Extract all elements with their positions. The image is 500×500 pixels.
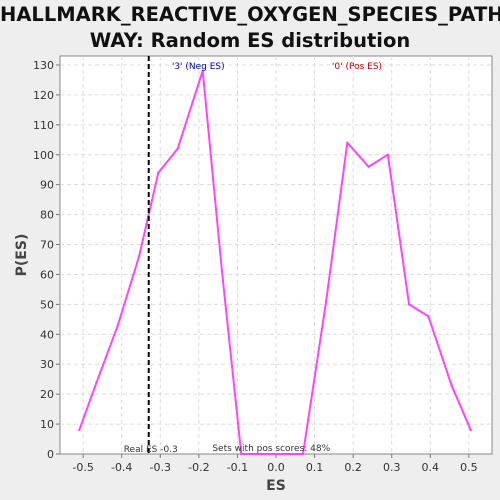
y-tick-label: 20 bbox=[40, 388, 54, 401]
data-point bbox=[116, 324, 120, 327]
data-point bbox=[407, 303, 411, 306]
x-axis-label: ES bbox=[266, 478, 286, 494]
data-point bbox=[137, 255, 141, 258]
y-tick-label: 50 bbox=[40, 298, 54, 311]
x-tick-label: 0.4 bbox=[422, 461, 440, 474]
x-tick-label: -0.1 bbox=[227, 461, 248, 474]
y-tick-label: 30 bbox=[40, 358, 54, 371]
data-point bbox=[386, 153, 390, 156]
y-tick-label: 0 bbox=[47, 448, 54, 461]
x-tick-label: 0.5 bbox=[460, 461, 478, 474]
y-tick-label: 130 bbox=[33, 59, 54, 72]
x-tick-label: -0.2 bbox=[188, 461, 209, 474]
data-point bbox=[157, 171, 160, 174]
x-tick-label: 0.2 bbox=[344, 461, 362, 474]
data-point bbox=[450, 383, 453, 387]
chart-title: HALLMARK_REACTIVE_OXYGEN_SPECIES_PATH WA… bbox=[0, 2, 500, 54]
data-point bbox=[176, 147, 179, 150]
y-tick-label: 40 bbox=[40, 328, 54, 341]
y-tick-label: 100 bbox=[33, 149, 54, 162]
x-tick-label: 0.1 bbox=[306, 461, 324, 474]
chart-title-line-1: HALLMARK_REACTIVE_OXYGEN_SPECIES_PATH bbox=[0, 3, 500, 26]
data-point bbox=[346, 141, 349, 144]
y-tick-label: 70 bbox=[40, 239, 54, 252]
x-tick-label: 0.0 bbox=[267, 461, 285, 474]
y-tick-label: 110 bbox=[33, 119, 54, 132]
pos-scores-label: Sets with pos scores: 48% bbox=[212, 444, 330, 454]
data-point bbox=[240, 452, 243, 456]
pos-es-label: '0' (Pos ES) bbox=[332, 62, 382, 72]
data-point bbox=[95, 380, 98, 384]
data-point bbox=[301, 452, 305, 456]
x-tick-label: -0.3 bbox=[150, 461, 171, 474]
data-point bbox=[278, 452, 282, 456]
x-tick-label: -0.5 bbox=[72, 461, 93, 474]
y-tick-label: 60 bbox=[40, 268, 54, 281]
y-axis-label: P(ES) bbox=[14, 234, 30, 277]
axes: 0 10 20 30 40 50 60 70 80 90 100 110 120 130 -0.5 -0.4 -… bbox=[33, 59, 478, 474]
real-es-label: Real ES -0.3 bbox=[124, 445, 178, 455]
series-layer bbox=[78, 69, 472, 456]
data-point bbox=[469, 428, 472, 432]
data-point bbox=[78, 428, 81, 432]
data-point bbox=[367, 165, 370, 168]
grid bbox=[60, 56, 492, 454]
data-point bbox=[220, 270, 224, 273]
x-tick-label: 0.3 bbox=[383, 461, 401, 474]
data-point bbox=[427, 315, 430, 318]
y-tick-label: 120 bbox=[33, 89, 54, 102]
neg-es-label: '3' (Neg ES) bbox=[172, 62, 225, 72]
y-tick-label: 90 bbox=[40, 179, 54, 192]
data-point bbox=[324, 300, 328, 303]
chart-title-line-2: WAY: Random ES distribution bbox=[89, 29, 411, 52]
distribution-line bbox=[78, 69, 472, 455]
data-point bbox=[259, 452, 262, 456]
data-point bbox=[201, 69, 204, 73]
y-tick-label: 80 bbox=[40, 209, 54, 222]
y-tick-label: 10 bbox=[40, 418, 54, 431]
x-tick-label: -0.4 bbox=[111, 461, 132, 474]
